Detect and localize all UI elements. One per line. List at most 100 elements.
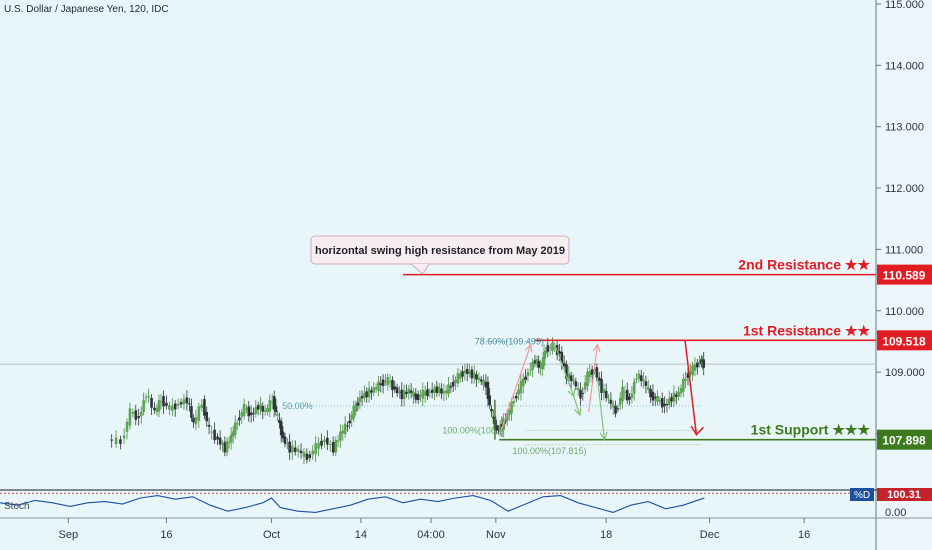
candle-body	[540, 362, 544, 370]
candle-body	[317, 442, 320, 449]
candle-body	[482, 379, 485, 386]
candle-body	[560, 351, 564, 363]
candle-body	[348, 420, 351, 424]
candle-body	[283, 436, 287, 444]
fib-label: 50.00%	[282, 401, 313, 411]
candle-body	[388, 381, 392, 383]
candle-body	[302, 451, 306, 457]
candle-body	[539, 367, 542, 369]
stoch-badge-box	[850, 488, 874, 501]
candle-body	[331, 442, 335, 453]
candle-body	[256, 405, 260, 410]
candle-body	[576, 387, 580, 391]
candle-body	[323, 439, 326, 443]
candle-body	[343, 423, 347, 435]
candle-body	[625, 389, 629, 401]
candle-body	[252, 413, 255, 415]
candle-body	[521, 378, 525, 387]
candle-body	[405, 391, 408, 394]
candle-body	[249, 412, 253, 416]
candle-body	[681, 378, 685, 392]
candle-body	[537, 361, 541, 368]
candle-body	[381, 379, 385, 387]
candle-body	[274, 405, 278, 412]
candle-body	[488, 395, 491, 406]
candle-body	[293, 447, 297, 452]
candle-body	[182, 399, 186, 405]
candle-body	[270, 401, 274, 403]
candle-body	[609, 399, 613, 404]
candle-body	[463, 370, 467, 373]
candle-body	[268, 400, 272, 412]
candle-body	[684, 378, 687, 381]
candle-body	[423, 391, 427, 396]
candle-body	[233, 422, 237, 436]
candle-body	[188, 403, 191, 405]
candle-body	[588, 371, 592, 378]
candle-body	[695, 362, 699, 368]
candle-body	[604, 390, 608, 399]
candle-body	[207, 424, 211, 427]
candle-body	[526, 372, 530, 377]
candle-body	[618, 397, 622, 405]
candle-body	[572, 379, 575, 382]
candle-body	[607, 397, 610, 399]
candle-body	[176, 404, 180, 406]
candle-body	[677, 391, 680, 397]
candle-body	[286, 443, 289, 445]
candle-body	[346, 425, 349, 427]
candle-body	[484, 381, 488, 388]
candle-body	[514, 396, 518, 399]
candle-body	[119, 439, 122, 444]
candle-body	[498, 425, 502, 431]
candle-body	[602, 389, 606, 393]
candle-body	[475, 374, 478, 380]
candle-body	[458, 373, 462, 379]
candle-body	[367, 388, 371, 398]
candle-body	[192, 417, 195, 423]
price-tick-label: 109.000	[885, 367, 925, 379]
candle-body	[168, 405, 171, 410]
candle-body	[231, 431, 235, 437]
candle-body	[173, 403, 177, 410]
candle-body	[259, 404, 262, 410]
candle-body	[218, 437, 222, 445]
stoch-badge: %D	[854, 490, 870, 501]
candle-body	[379, 383, 383, 385]
candle-body	[628, 396, 631, 400]
candle-body	[421, 389, 425, 399]
candle-body	[153, 407, 156, 411]
time-tick-label: 14	[355, 529, 367, 541]
candle-body	[137, 416, 140, 419]
candle-body	[165, 402, 168, 406]
candle-body	[472, 372, 476, 379]
candle-body	[562, 362, 566, 367]
candle-body	[393, 386, 397, 390]
bull-arrow-head	[524, 343, 533, 353]
candle-body	[479, 379, 483, 382]
candle-body	[229, 434, 233, 443]
candle-body	[391, 379, 394, 391]
candle-body	[456, 373, 460, 384]
candle-body	[398, 391, 401, 394]
candle-body	[468, 371, 471, 374]
candle-body	[305, 453, 309, 460]
candle-body	[276, 414, 279, 416]
candle-body	[597, 377, 601, 381]
time-tick-label: 04:00	[417, 529, 445, 541]
bull-arrow-b-head	[592, 343, 601, 353]
candle-body	[449, 386, 453, 388]
candle-body	[504, 420, 507, 422]
candle-body	[386, 377, 390, 386]
candle-body	[595, 367, 599, 378]
candle-body	[630, 393, 634, 398]
candle-body	[531, 362, 534, 370]
candle-body	[210, 431, 213, 433]
candle-body	[614, 406, 617, 414]
annotation-pointer	[410, 263, 430, 275]
candle-body	[586, 371, 589, 387]
candle-body	[384, 381, 387, 383]
candle-body	[266, 407, 269, 412]
candle-body	[235, 423, 239, 425]
